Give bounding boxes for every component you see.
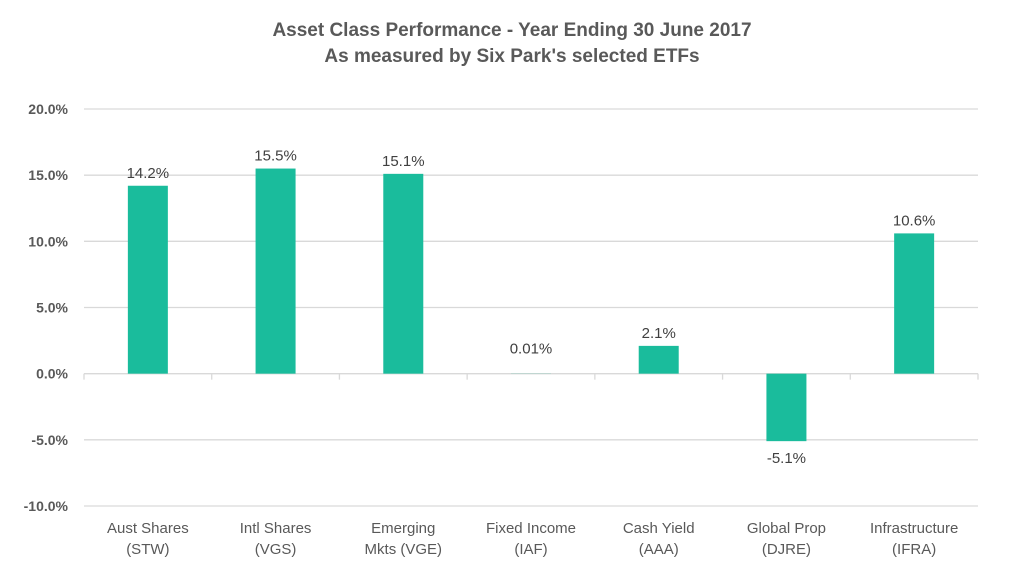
x-category-label: Intl Shares [240, 520, 312, 537]
x-category-label: (AAA) [639, 541, 679, 558]
x-category-label: Cash Yield [623, 520, 695, 537]
data-label: 14.2% [127, 165, 170, 182]
bar [894, 233, 935, 374]
data-label: 15.5% [254, 148, 297, 165]
y-tick-label: 20.0% [28, 101, 68, 117]
x-category-label: (IFRA) [892, 541, 936, 558]
x-category-label: Fixed Income [486, 520, 576, 537]
x-category-label: Global Prop [747, 520, 826, 537]
y-tick-label: 15.0% [28, 167, 68, 183]
x-category-label: (IAF) [514, 541, 547, 558]
bar [766, 373, 807, 442]
y-tick-label: 0.0% [36, 366, 68, 382]
data-label: -5.1% [767, 450, 806, 467]
x-category-label: Aust Shares [107, 520, 189, 537]
x-category-label: (DJRE) [762, 541, 811, 558]
y-tick-label: 10.0% [28, 233, 68, 249]
x-category-label: Mkts (VGE) [365, 541, 443, 558]
chart-subtitle: As measured by Six Park's selected ETFs [324, 46, 700, 67]
x-category-label: (STW) [126, 541, 169, 558]
data-label: 0.01% [510, 341, 553, 358]
x-category-label: Emerging [371, 520, 435, 537]
y-tick-label: -5.0% [31, 432, 68, 448]
y-tick-label: 5.0% [36, 300, 68, 316]
data-label: 10.6% [893, 212, 936, 229]
data-label: 2.1% [642, 325, 676, 342]
x-category-label: (VGS) [255, 541, 297, 558]
bar [127, 185, 168, 374]
data-label: 15.1% [382, 153, 425, 170]
bar [383, 173, 424, 374]
x-category-label: Infrastructure [870, 520, 958, 537]
bar [638, 345, 679, 374]
chart-title: Asset Class Performance - Year Ending 30… [272, 20, 752, 41]
bar [255, 168, 296, 374]
y-tick-label: -10.0% [24, 498, 69, 514]
